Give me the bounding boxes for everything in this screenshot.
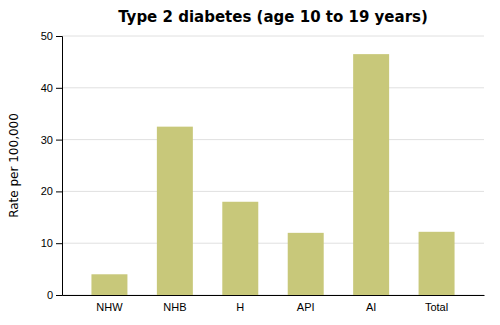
x-axis: NHW NHB H API AI Total	[63, 295, 485, 313]
y-tick-label: 40	[41, 82, 53, 94]
y-tick: 30	[41, 134, 62, 146]
x-tick-label: Total	[425, 301, 448, 313]
x-tick: AI	[366, 295, 376, 313]
y-tick: 40	[41, 82, 62, 94]
plot-area: NHW NHB H API AI Total 0 10 20 30 40 50	[41, 30, 485, 313]
y-tick: 50	[41, 30, 62, 42]
x-tick: NHB	[163, 295, 186, 313]
x-tick: NHW	[96, 295, 123, 313]
bar	[91, 274, 127, 295]
y-axis: 0 10 20 30 40 50	[41, 30, 63, 301]
y-tick-label: 20	[41, 185, 53, 197]
y-tick-label: 0	[47, 289, 53, 301]
grid-line	[62, 36, 484, 37]
y-tick-mark	[56, 140, 62, 141]
x-tick-label: API	[297, 301, 315, 313]
y-tick-label: 50	[41, 30, 53, 42]
x-tick-label: H	[236, 301, 244, 313]
x-tick: API	[297, 295, 315, 313]
bar	[419, 232, 455, 295]
y-axis-line	[56, 37, 63, 296]
grid	[62, 36, 484, 295]
x-tick: H	[236, 295, 244, 313]
y-tick: 0	[47, 289, 62, 301]
bar	[157, 127, 193, 295]
y-tick-mark	[56, 88, 62, 89]
y-tick-mark	[56, 295, 62, 296]
bar	[288, 233, 324, 295]
bar	[353, 54, 389, 295]
x-tick-label: NHW	[96, 301, 123, 313]
y-tick: 20	[41, 185, 62, 197]
chart-svg: NHW NHB H API AI Total 0 10 20 30 40 50 Rate per 100…	[0, 0, 500, 325]
grid-line	[62, 191, 484, 192]
y-tick-mark	[56, 191, 62, 192]
x-axis-line	[63, 295, 485, 296]
y-tick-label: 30	[41, 134, 53, 146]
y-tick: 10	[41, 237, 62, 249]
x-tick-label: NHB	[163, 301, 186, 313]
grid-line	[62, 87, 484, 88]
bar	[222, 202, 258, 295]
x-tick: Total	[425, 295, 448, 313]
chart-container: NHW NHB H API AI Total 0 10 20 30 40 50 Rate per 100…	[0, 0, 500, 325]
y-tick-mark	[56, 243, 62, 244]
bars	[91, 54, 454, 295]
y-tick-label: 10	[41, 237, 53, 249]
x-tick-label: AI	[366, 301, 376, 313]
y-axis-title: Rate per 100,000	[7, 113, 21, 218]
chart-title: Type 2 diabetes (age 10 to 19 years)	[118, 8, 428, 26]
grid-line	[62, 139, 484, 140]
y-tick-mark	[56, 36, 62, 37]
